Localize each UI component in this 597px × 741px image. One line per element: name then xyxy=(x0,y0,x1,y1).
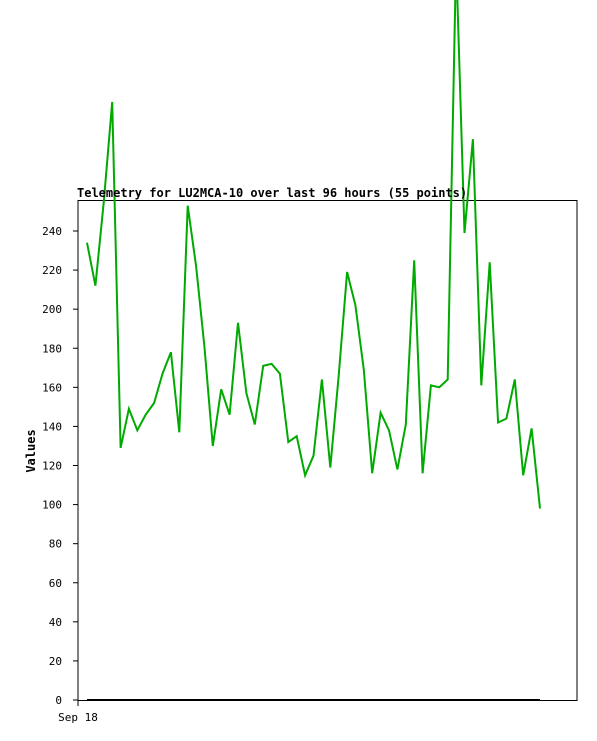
y-tick-label: 220 xyxy=(42,264,62,277)
y-tick-label: 140 xyxy=(42,420,62,433)
x-axis: Sep 18 xyxy=(58,701,98,724)
chart-title: Telemetry for LU2MCA-10 over last 96 hou… xyxy=(77,186,467,200)
y-tick-label: 180 xyxy=(42,342,62,355)
x-tick-label: Sep 18 xyxy=(58,711,98,724)
y-tick-label: 120 xyxy=(42,460,62,473)
y-tick-label: 80 xyxy=(49,538,62,551)
y-tick-label: 40 xyxy=(49,616,62,629)
y-tick-label: 0 xyxy=(55,694,62,707)
series-line-telemetry xyxy=(86,0,541,509)
y-axis-title: Values xyxy=(24,429,38,472)
y-tick-label: 160 xyxy=(42,381,62,394)
y-axis: 0 20 40 60 80 100 120 140 160 180 200 220 240 xyxy=(42,225,78,707)
y-tick-label: 200 xyxy=(42,303,62,316)
y-tick-label: 20 xyxy=(49,655,62,668)
plot-frame xyxy=(77,200,578,701)
y-tick-label: 60 xyxy=(49,577,62,590)
y-tick-label: 240 xyxy=(42,225,62,238)
series-layer xyxy=(86,0,541,701)
y-tick-label: 100 xyxy=(42,499,62,512)
